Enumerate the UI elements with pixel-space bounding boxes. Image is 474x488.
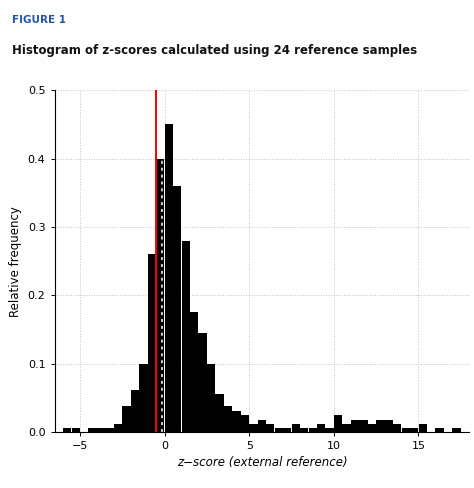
Bar bbox=[317, 424, 325, 432]
Bar bbox=[309, 428, 317, 432]
Y-axis label: Relative frequency: Relative frequency bbox=[9, 205, 22, 317]
Bar bbox=[122, 406, 131, 432]
Bar bbox=[359, 420, 368, 432]
X-axis label: z−score (external reference): z−score (external reference) bbox=[177, 456, 347, 469]
Bar bbox=[401, 428, 410, 432]
Bar bbox=[148, 254, 156, 432]
Text: Histogram of z-scores calculated using 24 reference samples: Histogram of z-scores calculated using 2… bbox=[12, 44, 417, 58]
Bar bbox=[241, 415, 249, 432]
Bar bbox=[410, 428, 419, 432]
Bar bbox=[105, 428, 114, 432]
Bar bbox=[114, 424, 122, 432]
Bar bbox=[63, 428, 72, 432]
Bar bbox=[436, 428, 444, 432]
Bar bbox=[97, 428, 105, 432]
Bar bbox=[351, 420, 359, 432]
Bar bbox=[292, 424, 300, 432]
Bar bbox=[215, 394, 224, 432]
Bar bbox=[419, 424, 427, 432]
Bar bbox=[266, 424, 274, 432]
Bar bbox=[385, 420, 393, 432]
Bar bbox=[283, 428, 292, 432]
Bar bbox=[376, 420, 384, 432]
Bar bbox=[326, 428, 334, 432]
Bar bbox=[224, 406, 232, 432]
Bar bbox=[393, 424, 401, 432]
Bar bbox=[199, 333, 207, 432]
Bar bbox=[368, 424, 376, 432]
Bar bbox=[342, 424, 351, 432]
Bar bbox=[156, 159, 164, 432]
Bar bbox=[452, 428, 461, 432]
Bar bbox=[72, 428, 80, 432]
Bar bbox=[249, 424, 257, 432]
Text: FIGURE 1: FIGURE 1 bbox=[12, 15, 66, 25]
Bar bbox=[334, 415, 342, 432]
Bar bbox=[232, 411, 241, 432]
Bar bbox=[173, 186, 182, 432]
Bar bbox=[274, 428, 283, 432]
Bar bbox=[182, 241, 190, 432]
Bar bbox=[207, 364, 215, 432]
Bar bbox=[89, 428, 97, 432]
Bar bbox=[258, 420, 266, 432]
Bar bbox=[131, 389, 139, 432]
Bar bbox=[139, 364, 147, 432]
Bar bbox=[300, 428, 309, 432]
Bar bbox=[190, 312, 198, 432]
Bar bbox=[164, 124, 173, 432]
